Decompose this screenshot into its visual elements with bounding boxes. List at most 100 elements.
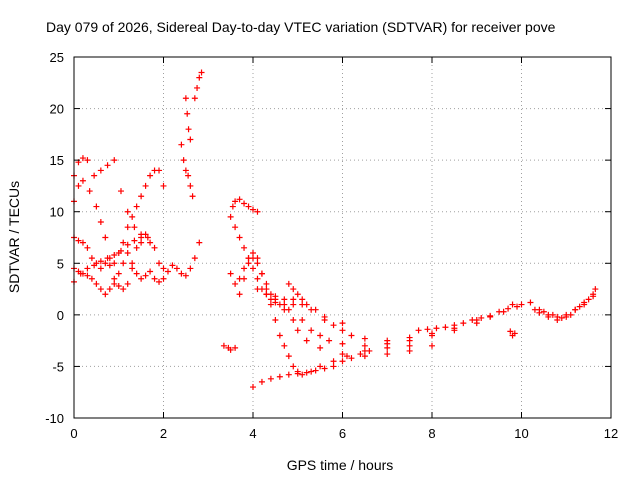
data-point xyxy=(156,167,163,174)
data-point xyxy=(129,265,136,272)
data-point xyxy=(133,203,140,210)
data-point xyxy=(120,286,127,293)
series-arc-3 xyxy=(71,249,167,298)
x-tick-label: 4 xyxy=(249,426,256,441)
data-point xyxy=(272,317,279,324)
data-point xyxy=(303,301,310,308)
series-arc-14 xyxy=(254,286,521,349)
data-point xyxy=(124,241,131,248)
data-point xyxy=(187,265,194,272)
data-point xyxy=(115,270,122,277)
x-tick-label: 10 xyxy=(514,426,528,441)
data-point xyxy=(88,275,95,282)
data-point xyxy=(317,344,324,351)
data-point xyxy=(254,286,261,293)
data-point xyxy=(124,280,131,287)
data-point xyxy=(97,258,104,265)
data-point xyxy=(138,193,145,200)
data-point xyxy=(84,157,91,164)
data-point xyxy=(151,244,158,251)
data-point xyxy=(117,247,124,254)
data-point xyxy=(115,282,122,289)
data-point xyxy=(182,95,189,102)
data-point xyxy=(111,157,118,164)
series-arc-6 xyxy=(178,141,196,200)
data-point xyxy=(173,265,180,272)
data-point xyxy=(241,244,248,251)
data-point xyxy=(220,342,227,349)
data-point xyxy=(294,370,301,377)
y-tick-label: 15 xyxy=(50,153,64,168)
data-point xyxy=(299,317,306,324)
data-point xyxy=(131,224,138,231)
data-point xyxy=(93,203,100,210)
data-point xyxy=(361,342,368,349)
data-point xyxy=(104,162,111,169)
data-point xyxy=(576,303,583,310)
data-point xyxy=(120,260,127,267)
data-point xyxy=(572,306,579,313)
data-point xyxy=(97,286,104,293)
data-point xyxy=(303,337,310,344)
data-point xyxy=(93,280,100,287)
data-point xyxy=(514,303,521,310)
data-point xyxy=(294,291,301,298)
data-point xyxy=(290,301,297,308)
data-point xyxy=(330,358,337,365)
y-tick-label: -10 xyxy=(45,411,64,426)
data-point xyxy=(290,363,297,370)
data-point xyxy=(267,296,274,303)
data-point xyxy=(317,363,324,370)
data-point xyxy=(276,373,283,380)
data-point xyxy=(507,328,514,335)
data-point xyxy=(339,327,346,334)
data-point xyxy=(227,213,234,220)
data-point xyxy=(330,322,337,329)
series-arc-16 xyxy=(285,280,480,344)
data-point xyxy=(357,351,364,358)
data-point xyxy=(285,371,292,378)
data-point xyxy=(117,188,124,195)
data-point xyxy=(563,313,570,320)
data-point xyxy=(285,306,292,313)
y-tick-label: 10 xyxy=(50,205,64,220)
series-arc-21 xyxy=(536,293,597,324)
data-point xyxy=(232,344,239,351)
data-point xyxy=(258,378,265,385)
data-point xyxy=(531,306,538,313)
data-point xyxy=(198,69,205,76)
data-point xyxy=(84,272,91,279)
data-point xyxy=(339,340,346,347)
data-point xyxy=(138,234,145,241)
data-point xyxy=(406,347,413,354)
data-point xyxy=(111,252,118,259)
data-point xyxy=(236,196,243,203)
data-point xyxy=(478,314,485,321)
data-point xyxy=(433,325,440,332)
data-point xyxy=(581,301,588,308)
data-point xyxy=(133,244,140,251)
data-point xyxy=(451,322,458,329)
data-point xyxy=(191,255,198,262)
series-arc-9 xyxy=(220,342,239,353)
data-point xyxy=(191,95,198,102)
data-point xyxy=(330,363,337,370)
data-point xyxy=(366,347,373,354)
data-point xyxy=(160,265,167,272)
data-point xyxy=(339,358,346,365)
y-tick-label: 25 xyxy=(50,50,64,65)
chart-title: Day 079 of 2026, Sidereal Day-to-day VTE… xyxy=(46,19,556,35)
x-tick-label: 2 xyxy=(160,426,167,441)
data-point xyxy=(160,275,167,282)
data-point xyxy=(527,299,534,306)
data-point xyxy=(97,167,104,174)
data-point xyxy=(290,296,297,303)
data-point xyxy=(79,155,86,162)
data-point xyxy=(88,255,95,262)
data-point xyxy=(263,280,270,287)
data-point xyxy=(182,167,189,174)
data-point xyxy=(308,368,315,375)
data-point xyxy=(151,275,158,282)
data-point xyxy=(232,280,239,287)
series-arc-12 xyxy=(232,224,435,360)
